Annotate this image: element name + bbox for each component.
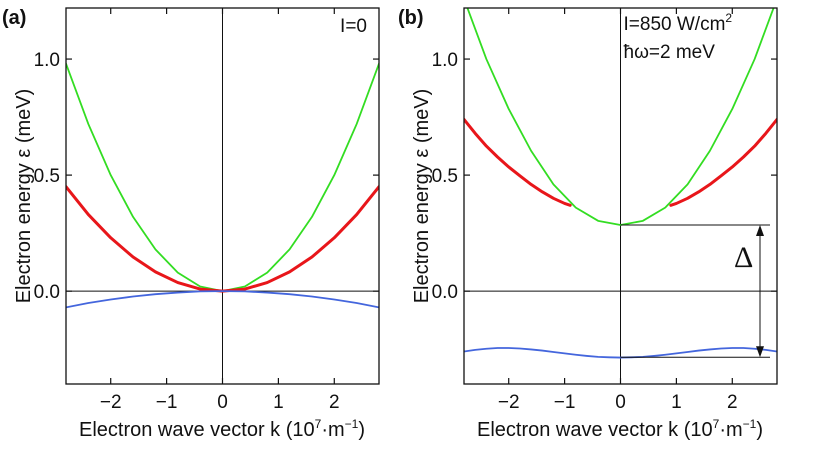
panel-a-xlabel: Electron wave vector k (107·m−1)	[79, 417, 365, 441]
panel-a-xtick-label: −1	[156, 392, 178, 413]
panel-a-ylabel: Electron energy ε (meV)	[13, 89, 35, 304]
panel-b-xtick-label: 1	[671, 392, 682, 413]
panel-a-xtick-label: 1	[273, 392, 284, 413]
panel-a-xtick-label: 2	[329, 392, 340, 413]
panel-b-ytick-label: 1.0	[432, 50, 458, 71]
panel-b-xlabel: Electron wave vector k (107·m−1)	[477, 417, 763, 441]
panel-a-xtick-label: 0	[217, 392, 228, 413]
panel-b-ylabel: Electron energy ε (meV)	[411, 89, 433, 304]
gap-arrow-head-up	[756, 225, 764, 237]
panel-a-xtick-label: −2	[100, 392, 122, 413]
panel-b-ytick-label: 0.5	[432, 166, 458, 187]
panel-a-intensity-label: I=0	[340, 16, 367, 37]
panel-b-series-red-right	[669, 117, 777, 207]
panel-b-photon-energy-label: ħω=2 meV	[624, 42, 716, 63]
panel-b-xtick-label: −2	[498, 392, 520, 413]
panel-b-xtick-label: −1	[554, 392, 576, 413]
panel-a: −2 −1 0 1 2 0.0 0.5 1.0 (a) Electron energy ε (me…	[2, 7, 380, 441]
panel-a-ytick-label: 1.0	[34, 50, 60, 71]
panel-b-xtick-label: 0	[615, 392, 626, 413]
gap-arrow-head-down	[756, 346, 764, 358]
panel-b-label: (b)	[398, 7, 424, 29]
gap-delta-label: Δ	[734, 241, 753, 274]
panel-b-ytick-label: 0.0	[432, 282, 458, 303]
panel-b-intensity-label: I=850 W/cm2	[624, 11, 733, 35]
panel-a-ytick-label: 0.0	[34, 282, 60, 303]
panel-b-xtick-label: 2	[727, 392, 738, 413]
panel-a-ytick-label: 0.5	[34, 166, 60, 187]
panel-b-series-red-left	[464, 117, 572, 207]
panel-b: −2 −1 0 1 2 0.0 0.5 1.0 (b) Electron energy ε (me…	[398, 7, 778, 441]
panel-a-series-blue	[66, 290, 379, 309]
panel-a-label: (a)	[2, 7, 26, 29]
